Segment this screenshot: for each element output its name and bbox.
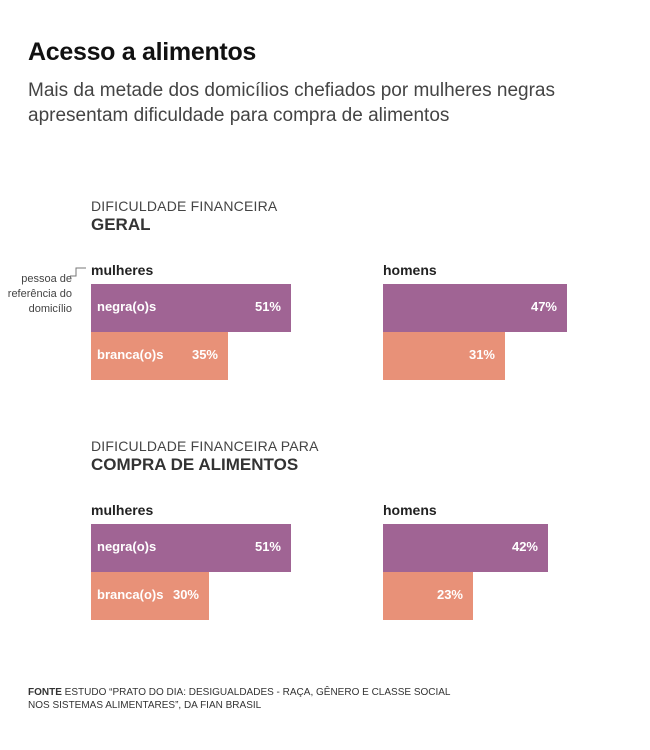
- source-label: FONTE: [28, 687, 62, 698]
- bar-value-label: 23%: [436, 587, 463, 602]
- group-label-mulheres: mulheres: [91, 262, 154, 278]
- bar-value-label: 42%: [511, 539, 538, 554]
- section-kicker: DIFICULDADE FINANCEIRA PARA: [91, 438, 319, 454]
- bar-value-label: 51%: [254, 539, 281, 554]
- group-label-mulheres: mulheres: [91, 502, 154, 518]
- bar-category-label: negra(o)s: [97, 539, 157, 554]
- section-heading: GERAL: [91, 215, 151, 234]
- bar-category-label: negra(o)s: [97, 299, 157, 314]
- chart-title: Acesso a alimentos: [28, 38, 257, 66]
- chart-subtitle: Mais da metade dos domicílios chefiados …: [28, 80, 555, 126]
- bar-value-label: 47%: [530, 299, 557, 314]
- bar-value-label: 31%: [468, 347, 495, 362]
- annotation-connector: [70, 267, 86, 277]
- source-text: ESTUDO “PRATO DO DIA: DESIGUALDADES - RA…: [28, 687, 451, 711]
- bar-mulheres-negra: negra(o)s 51%: [91, 524, 291, 572]
- bar-category-label: branca(o)s: [97, 347, 164, 362]
- bar-homens-negra: 47%: [383, 284, 567, 332]
- source-note: FONTE ESTUDO “PRATO DO DIA: DESIGUALDADE…: [28, 686, 468, 712]
- group-label-homens: homens: [383, 262, 437, 278]
- section-kicker: DIFICULDADE FINANCEIRA: [91, 198, 278, 214]
- bar-value-label: 30%: [172, 587, 199, 602]
- section-heading: COMPRA DE ALIMENTOS: [91, 455, 299, 474]
- bar-mulheres-branca: branca(o)s 35%: [91, 332, 228, 380]
- bar-category-label: branca(o)s: [97, 587, 164, 602]
- bar-homens-branca: 31%: [383, 332, 505, 380]
- reference-annotation: pessoa de referência do domicílio: [7, 273, 72, 315]
- bar-homens-negra: 42%: [383, 524, 548, 572]
- bar-mulheres-negra: negra(o)s 51%: [91, 284, 291, 332]
- bar-value-label: 51%: [254, 299, 281, 314]
- group-label-homens: homens: [383, 502, 437, 518]
- bar-value-label: 35%: [191, 347, 218, 362]
- bar-homens-branca: 23%: [383, 572, 473, 620]
- bar-mulheres-branca: branca(o)s 30%: [91, 572, 209, 620]
